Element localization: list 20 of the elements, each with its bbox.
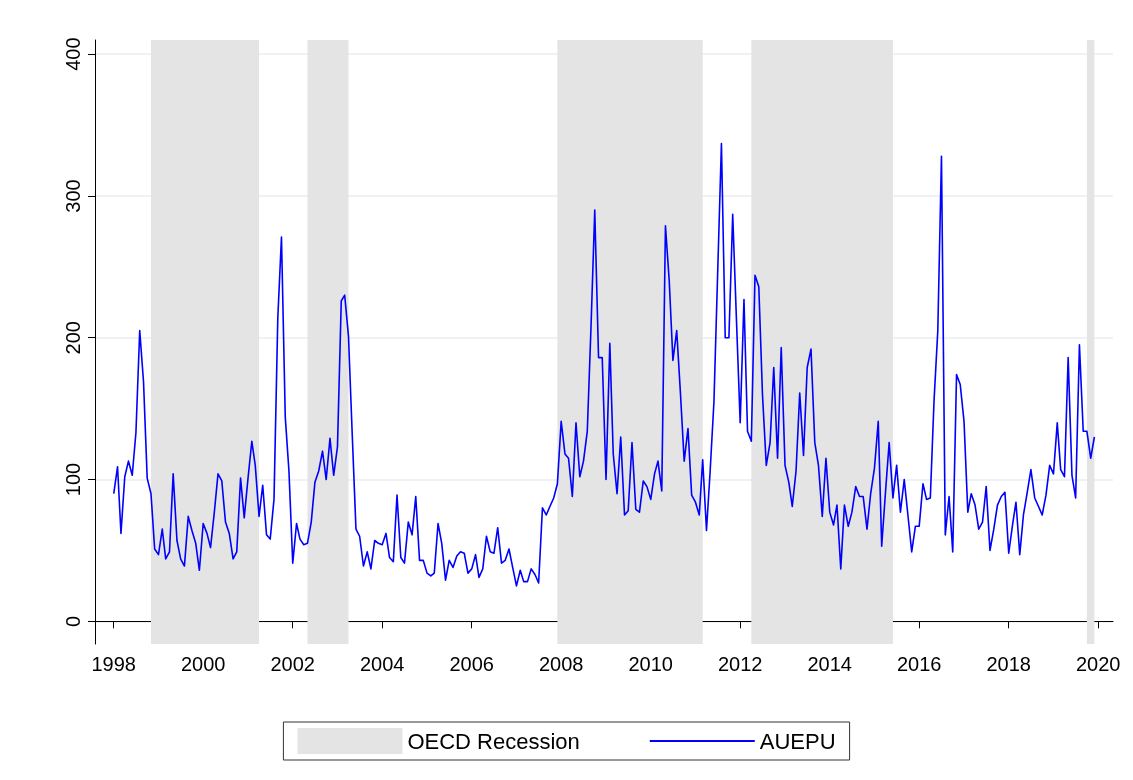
x-tick-label: 2000: [180, 653, 226, 675]
x-tick-label: 1998: [91, 653, 136, 675]
x-tick-label: 2006: [449, 653, 494, 675]
x-tick-label: 2012: [717, 653, 763, 675]
x-tick-label: 2002: [270, 653, 315, 675]
y-tick-label: 0: [62, 615, 84, 627]
x-tick-label: 2014: [807, 653, 852, 675]
legend-label: OECD Recession: [407, 728, 580, 754]
x-tick-label: 2004: [359, 653, 405, 675]
x-tick-label: 2010: [628, 653, 673, 675]
x-tick-label: 2016: [896, 653, 942, 675]
y-tick-label: 200: [62, 321, 84, 355]
y-tick-label: 300: [62, 179, 84, 213]
x-tick-label: 2008: [538, 653, 584, 675]
legend-label: AUEPU: [759, 728, 836, 754]
x-tick-label: 2018: [986, 653, 1031, 675]
y-tick-label: 100: [62, 462, 84, 497]
x-tick-label: 2020: [1075, 653, 1121, 675]
line-series: [112, 142, 1096, 587]
y-tick-label: 400: [62, 37, 84, 71]
